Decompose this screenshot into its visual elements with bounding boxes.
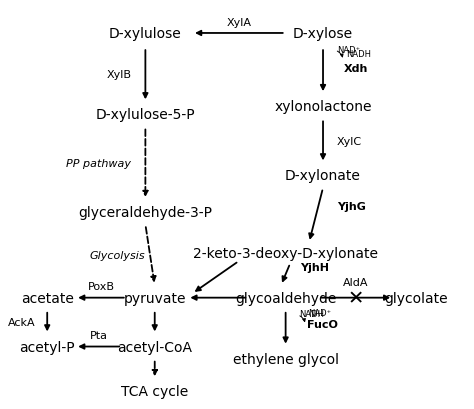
Text: D-xylulose: D-xylulose	[109, 27, 182, 41]
Text: XylC: XylC	[337, 137, 362, 146]
Text: YjhH: YjhH	[300, 263, 328, 272]
Text: 2-keto-3-deoxy-D-xylonate: 2-keto-3-deoxy-D-xylonate	[193, 246, 378, 260]
Text: FucO: FucO	[307, 319, 337, 329]
Text: NADH: NADH	[346, 50, 372, 58]
Text: NADH: NADH	[299, 310, 324, 319]
Text: glycoaldehyde: glycoaldehyde	[235, 291, 337, 305]
Text: PP pathway: PP pathway	[66, 159, 131, 169]
Text: PoxB: PoxB	[88, 281, 114, 292]
Text: D-xylulose-5-P: D-xylulose-5-P	[96, 108, 195, 122]
Text: D-xylonate: D-xylonate	[285, 169, 361, 183]
Text: Glycolysis: Glycolysis	[90, 250, 146, 260]
Text: AckA: AckA	[8, 317, 36, 327]
Text: ✕: ✕	[347, 288, 364, 308]
Text: ethylene glycol: ethylene glycol	[233, 352, 338, 366]
Text: glyceraldehyde-3-P: glyceraldehyde-3-P	[78, 206, 212, 220]
Text: acetyl-CoA: acetyl-CoA	[117, 340, 192, 354]
Text: YjhG: YjhG	[337, 202, 366, 211]
Text: acetate: acetate	[21, 291, 73, 305]
Text: D-xylose: D-xylose	[293, 27, 353, 41]
Text: NAD⁺: NAD⁺	[308, 308, 331, 317]
Text: pyruvate: pyruvate	[124, 291, 186, 305]
Text: NAD⁺: NAD⁺	[337, 46, 360, 55]
Text: Pta: Pta	[90, 330, 108, 340]
Text: xylonolactone: xylonolactone	[274, 100, 372, 114]
Text: glycolate: glycolate	[385, 291, 448, 305]
Text: TCA cycle: TCA cycle	[121, 384, 188, 398]
Text: Xdh: Xdh	[344, 63, 368, 73]
Text: XylA: XylA	[227, 18, 251, 27]
Text: XylB: XylB	[106, 70, 131, 79]
Text: acetyl-P: acetyl-P	[19, 340, 75, 354]
Text: AldA: AldA	[343, 278, 368, 288]
